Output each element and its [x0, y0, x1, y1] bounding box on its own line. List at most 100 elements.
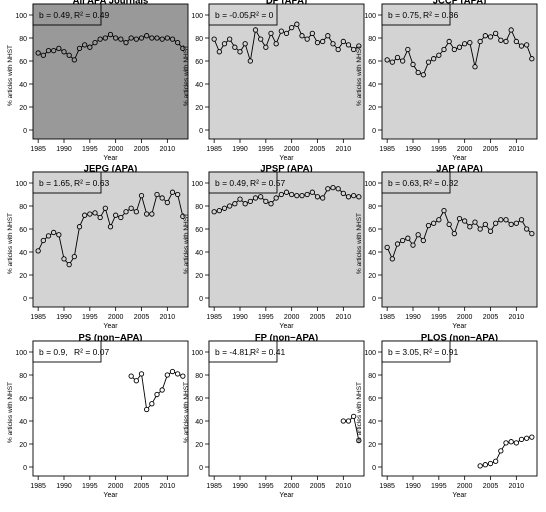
y-tick-label: 40 — [19, 250, 27, 257]
y-tick-label: 0 — [23, 465, 27, 472]
line-segment — [506, 31, 511, 40]
series-line — [340, 413, 362, 444]
line-segment — [110, 217, 116, 225]
data-point — [278, 191, 284, 198]
data-point — [384, 57, 390, 63]
stat-box: b = -4.81,R² = 0.41 — [208, 340, 285, 363]
stat-r-squared: R² = 0.41 — [250, 347, 285, 357]
data-point — [356, 437, 362, 444]
line-segment — [58, 236, 64, 257]
data-point — [252, 27, 259, 33]
data-point — [415, 232, 421, 238]
data-point — [518, 43, 525, 49]
data-point — [446, 38, 452, 45]
data-point — [394, 54, 401, 61]
stat-box: b = 0.75, R² = 0.36 — [381, 3, 458, 26]
y-axis-label: % articles with NHST — [7, 213, 14, 274]
x-tick-label: 2010 — [160, 483, 176, 490]
data-point — [144, 211, 150, 217]
data-point — [87, 211, 93, 217]
stat-box: b = 0.9, R² = 0.07 — [32, 340, 109, 363]
x-axis-label: Year — [452, 155, 467, 162]
data-point — [441, 46, 447, 53]
data-point — [211, 36, 217, 42]
x-tick-label: 2000 — [457, 146, 473, 153]
data-point — [175, 191, 181, 198]
x-tick-label: 2005 — [310, 146, 326, 153]
chart-title: JAP (APA) — [436, 164, 483, 175]
data-point — [405, 235, 411, 241]
line-segment — [323, 190, 328, 197]
line-segment — [419, 236, 423, 240]
data-point — [425, 59, 432, 65]
data-point — [405, 46, 411, 53]
data-point — [97, 36, 103, 42]
data-point — [283, 30, 290, 37]
data-point — [164, 372, 170, 378]
chart-title: PS (non−APA) — [79, 333, 143, 344]
data-point — [211, 209, 217, 215]
y-tick-label: 20 — [368, 105, 376, 112]
line-segment — [334, 45, 338, 49]
data-point — [40, 237, 46, 244]
data-point — [309, 30, 315, 37]
data-point — [221, 205, 228, 211]
y-tick-label: 60 — [19, 396, 27, 403]
y-tick-label: 20 — [195, 273, 203, 280]
data-point — [76, 224, 83, 230]
line-segment — [444, 212, 449, 223]
x-tick-label: 2005 — [310, 314, 326, 321]
y-axis-label: % articles with NHST — [183, 45, 190, 106]
line-segment — [474, 43, 481, 65]
y-tick-label: 40 — [195, 82, 203, 89]
data-point — [320, 195, 326, 201]
data-point — [61, 256, 67, 262]
data-point — [467, 224, 473, 230]
data-point — [138, 371, 145, 377]
data-point — [133, 209, 139, 215]
line-segment — [313, 35, 317, 41]
stat-slope: b = 0.63, — [388, 178, 421, 188]
chart-title: FP (non−APA) — [255, 333, 318, 344]
line-segment — [245, 45, 251, 60]
data-point — [482, 462, 488, 468]
data-point — [258, 194, 264, 200]
line-segment — [491, 224, 495, 230]
x-tick-label: 1985 — [379, 314, 395, 321]
line-segment — [496, 452, 501, 460]
data-point — [462, 41, 468, 47]
data-point — [320, 38, 326, 45]
x-tick-label: 2000 — [457, 483, 473, 490]
data-point — [242, 201, 248, 207]
chart-panel: FP (non−APA)b = -4.81,R² = 0.41020406080… — [183, 333, 365, 499]
y-tick-label: 0 — [199, 128, 203, 135]
data-point — [149, 211, 155, 217]
data-point — [154, 191, 160, 198]
line-segment — [323, 37, 327, 41]
data-point — [154, 391, 160, 398]
data-point — [436, 52, 442, 58]
data-point — [118, 214, 124, 221]
data-point — [51, 229, 57, 236]
series-line — [128, 368, 186, 413]
chart-title: PLOS (non−APA) — [421, 333, 498, 344]
stat-r-squared: R² = 0.36 — [423, 10, 458, 20]
line-segment — [496, 34, 500, 39]
data-point — [477, 38, 483, 45]
data-point — [289, 24, 295, 31]
y-tick-label: 20 — [195, 105, 203, 112]
x-axis-label: Year — [279, 323, 294, 330]
plot-area — [32, 340, 189, 477]
data-point — [51, 48, 57, 54]
data-point — [144, 406, 150, 413]
data-point — [102, 35, 108, 41]
data-point — [330, 41, 336, 47]
data-point — [71, 253, 77, 260]
line-segment — [105, 210, 111, 225]
y-tick-label: 60 — [195, 227, 203, 234]
line-segment — [465, 222, 469, 226]
data-point — [351, 413, 357, 420]
stat-slope: b = 0.75, — [388, 10, 421, 20]
data-point — [304, 191, 310, 198]
line-segment — [178, 43, 182, 48]
